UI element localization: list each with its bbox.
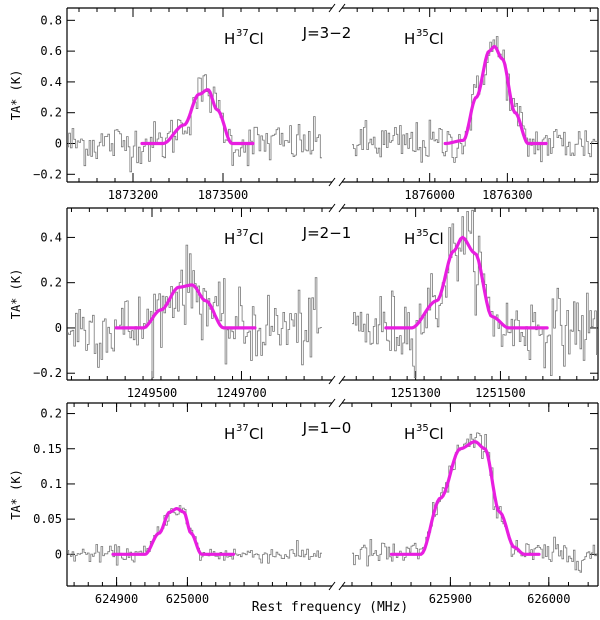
- y-tick-label: 0.2: [40, 407, 62, 421]
- y-tick-label: −0.2: [33, 366, 62, 380]
- y-axis-label: TA* (K): [9, 70, 23, 121]
- spectrum-right: [352, 36, 598, 163]
- fit-curve-left: [140, 88, 255, 146]
- y-tick-label: 0.4: [40, 230, 62, 244]
- y-tick-label: 0.6: [40, 44, 62, 58]
- y-tick-label: 0.2: [40, 106, 62, 120]
- species-label-right-isotope: 35: [416, 28, 429, 39]
- transition-label: J=2−1: [302, 224, 352, 242]
- species-label-left: H: [224, 30, 235, 48]
- y-tick-label: 0.4: [40, 75, 62, 89]
- species-label-left: H: [224, 230, 235, 248]
- axis-break-mark: [338, 375, 346, 385]
- x-tick-label: 1876000: [404, 188, 455, 202]
- y-axis-label: TA* (K): [9, 269, 23, 320]
- axis-break-mark: [328, 375, 336, 385]
- species-label-right-isotope: 35: [416, 423, 429, 434]
- y-axis-label: TA* (K): [9, 469, 23, 520]
- species-label-right-cl: Cl: [429, 425, 444, 443]
- axis-break-mark: [338, 177, 346, 187]
- fit-curve-left: [114, 283, 257, 330]
- x-tick-label: 1251300: [390, 386, 441, 400]
- axis-break-mark: [338, 3, 346, 13]
- transition-label: J=3−2: [302, 24, 352, 42]
- y-tick-label: 0.2: [40, 276, 62, 290]
- axis-break-mark: [328, 398, 336, 408]
- x-axis-label: Rest frequency (MHz): [252, 600, 409, 615]
- fit-curve-right: [384, 235, 549, 330]
- y-tick-label: 0: [55, 321, 62, 335]
- species-label-right: H: [404, 425, 415, 443]
- species-label-left-cl: Cl: [249, 425, 264, 443]
- axis-break-mark: [328, 203, 336, 213]
- species-label-left-isotope: 37: [236, 28, 249, 39]
- x-tick-label: 625000: [166, 592, 209, 606]
- y-tick-label: 0.1: [40, 477, 62, 491]
- y-tick-label: 0: [55, 547, 62, 561]
- x-tick-label: 626000: [527, 592, 570, 606]
- transition-label: J=1−0: [302, 419, 352, 437]
- x-tick-label: 1873200: [108, 188, 159, 202]
- x-tick-label: 1873500: [198, 188, 249, 202]
- species-label-right-isotope: 35: [416, 228, 429, 239]
- species-label-right: H: [404, 230, 415, 248]
- fit-curve-left: [111, 507, 236, 556]
- axis-break-mark: [328, 581, 336, 591]
- species-label-left-cl: Cl: [249, 230, 264, 248]
- species-label-right: H: [404, 30, 415, 48]
- y-tick-label: −0.2: [33, 167, 62, 181]
- spectrum-right: [352, 432, 598, 573]
- y-tick-label: 0: [55, 137, 62, 151]
- species-label-left-cl: Cl: [249, 30, 264, 48]
- y-tick-label: 0.05: [33, 512, 62, 526]
- y-tick-label: 0.8: [40, 13, 62, 27]
- y-tick-label: 0.15: [33, 442, 62, 456]
- spectrum-left: [67, 244, 322, 379]
- species-label-left-isotope: 37: [236, 228, 249, 239]
- species-label-right-cl: Cl: [429, 230, 444, 248]
- x-tick-label: 1249700: [216, 386, 267, 400]
- fit-curve-right: [389, 440, 541, 556]
- spectrum-left: [67, 74, 322, 173]
- species-label-left-isotope: 37: [236, 423, 249, 434]
- x-tick-label: 1876300: [482, 188, 533, 202]
- x-tick-label: 624900: [95, 592, 138, 606]
- axis-break-mark: [338, 398, 346, 408]
- species-label-left: H: [224, 425, 235, 443]
- x-tick-label: 625900: [429, 592, 472, 606]
- x-tick-label: 1251500: [475, 386, 526, 400]
- axis-break-mark: [328, 177, 336, 187]
- x-tick-label: 1249500: [127, 386, 178, 400]
- fit-curve-right: [443, 44, 548, 146]
- axis-break-mark: [338, 203, 346, 213]
- species-label-right-cl: Cl: [429, 30, 444, 48]
- axis-break-mark: [328, 3, 336, 13]
- spectrum-right: [352, 209, 598, 379]
- axis-break-mark: [338, 581, 346, 591]
